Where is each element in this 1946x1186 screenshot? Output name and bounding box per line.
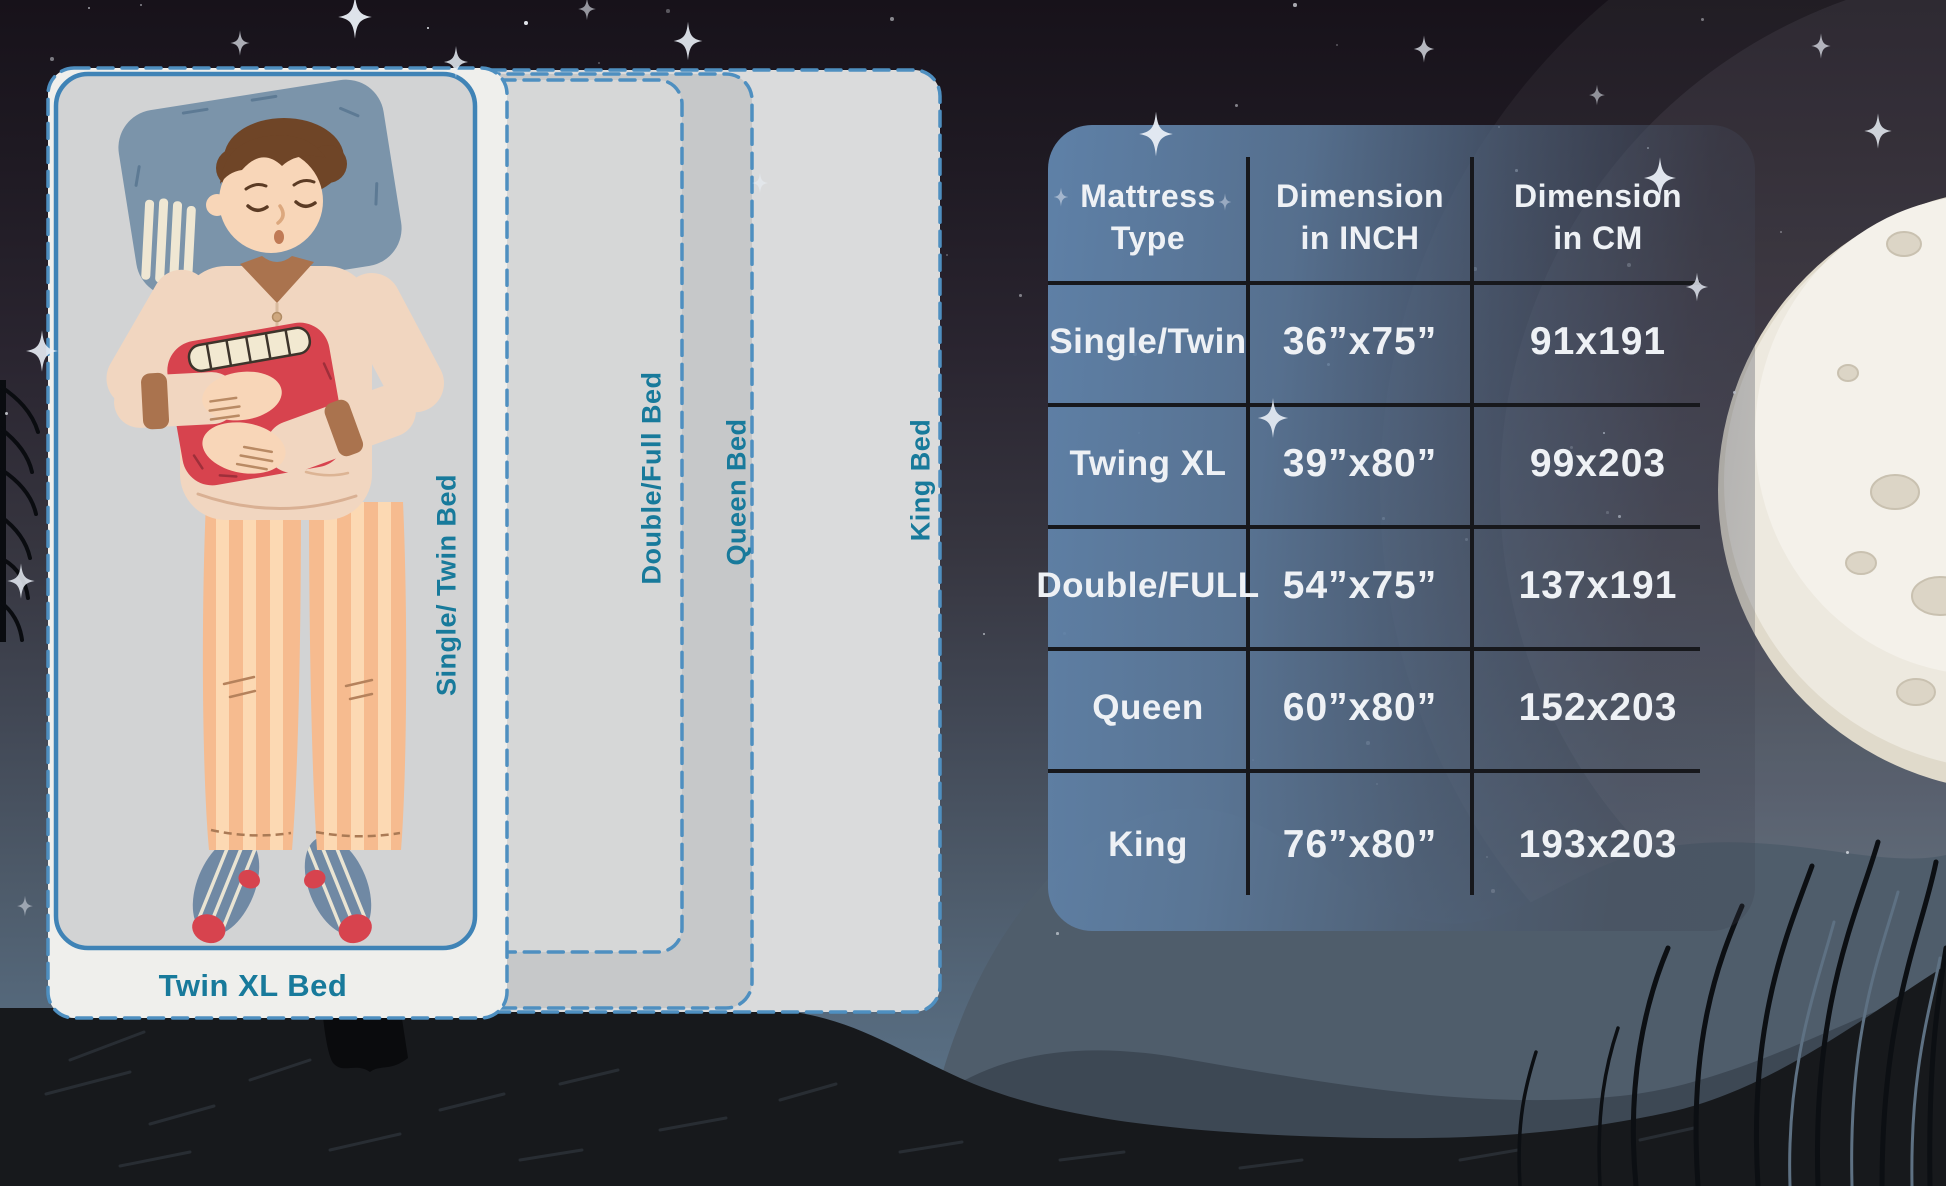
ground [0,965,1946,1186]
table-row-divider [1048,647,1700,651]
row-twin-xl-type: Twing XL [1069,444,1227,483]
row-single-twin-cm: 91x191 [1529,320,1667,363]
face [219,149,323,253]
upper-hand [202,371,282,421]
right-forearm [266,385,416,473]
left-forearm [114,372,238,430]
button [271,311,283,323]
row-double-full-cm: 137x191 [1518,564,1678,607]
lower-hand [202,422,286,474]
collar [240,256,314,303]
single-twin-bed-label: Single/ Twin Bed [431,473,462,697]
left-sock [192,832,260,944]
row-queen-type: Queen [1092,688,1204,727]
row-king-cm: 193x203 [1518,823,1678,866]
moon-craters [1837,231,1946,706]
tree-trunk [322,1006,408,1072]
row-single-twin-inch: 36”x75” [1282,320,1438,363]
table-row-divider [1048,769,1700,773]
table-row-divider [1048,403,1700,407]
row-queen-cm: 152x203 [1518,686,1678,729]
queen-bed-label: Queen Bed [721,418,752,566]
row-double-full-type: Double/FULL [1036,566,1260,605]
ground-scribbles [44,1030,1696,1170]
mattress-size-table: Mattress Type Dimension in INCH Dimensio… [1036,125,1755,931]
row-twin-xl-inch: 39”x80” [1282,442,1438,485]
table-row-divider [1048,525,1700,529]
face-features [244,179,317,225]
pajama-pants [202,502,407,850]
header-mattress-type: Mattress Type [1080,177,1216,256]
grass-blades [1517,839,1946,1186]
sleeping-man-illustration [106,79,445,944]
row-single-twin-type: Single/Twin [1049,322,1247,361]
twin-xl-bed-label: Twin XL Bed [158,968,348,1003]
row-double-full-inch: 54”x75” [1282,564,1438,607]
double-full-bed-label: Double/Full Bed [636,371,667,585]
table-row-divider [1048,281,1700,285]
header-dimension-cm: Dimension in CM [1513,177,1683,256]
row-king-inch: 76”x80” [1282,823,1438,866]
row-twin-xl-cm: 99x203 [1529,442,1667,485]
header-dimension-inch: Dimension in INCH [1275,177,1445,256]
row-king-type: King [1108,825,1188,864]
row-queen-inch: 60”x80” [1282,686,1438,729]
left-tree-silhouette [0,380,40,642]
king-bed-label: King Bed [905,418,936,542]
